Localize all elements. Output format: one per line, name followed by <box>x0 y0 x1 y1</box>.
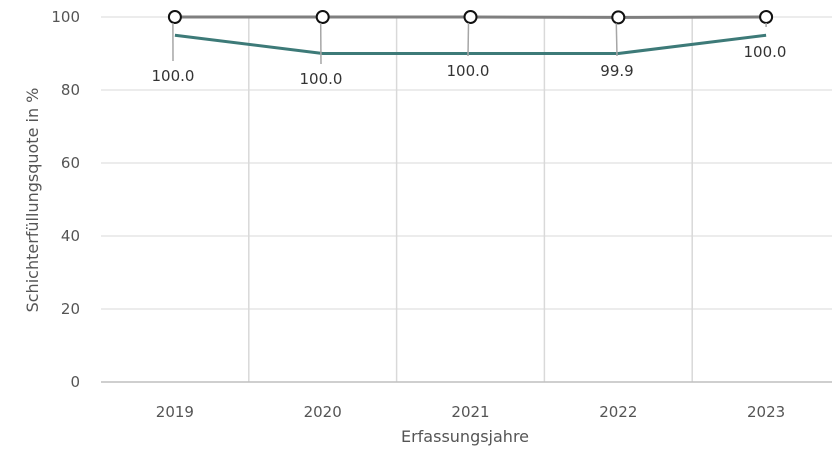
data-label: 100.0 <box>744 43 787 61</box>
y-tick-label: 80 <box>61 81 80 99</box>
data-label: 100.0 <box>447 62 490 80</box>
x-tick-label: 2019 <box>156 403 194 421</box>
data-point <box>611 10 626 25</box>
y-tick-label: 0 <box>70 373 80 391</box>
x-tick-label: 2023 <box>747 403 785 421</box>
y-tick-label: 60 <box>61 154 80 172</box>
data-point <box>315 10 330 24</box>
x-tick-label: 2020 <box>304 403 342 421</box>
data-label: 100.0 <box>300 70 343 88</box>
series-line-2 <box>174 33 767 55</box>
x-axis-title: Erfassungsjahre <box>401 427 529 446</box>
data-point <box>167 10 182 24</box>
data-point <box>759 10 774 24</box>
y-tick-labels: 0 20 40 60 80 100 <box>51 8 80 391</box>
leader-line <box>467 22 470 57</box>
y-tick-label: 100 <box>51 8 80 26</box>
y-tick-label: 40 <box>61 227 80 245</box>
data-label: 100.0 <box>152 67 195 85</box>
y-axis-title: Schichterfüllungsquote in % <box>23 88 42 313</box>
y-tick-label: 20 <box>61 300 80 318</box>
data-point <box>463 10 478 24</box>
x-tick-label: 2022 <box>599 403 637 421</box>
data-labels: 100.0 100.0 100.0 99.9 100.0 <box>152 22 787 88</box>
series-group <box>167 10 774 55</box>
data-label: 99.9 <box>600 62 633 80</box>
leader-line <box>615 23 618 57</box>
x-tick-label: 2021 <box>451 403 489 421</box>
x-tick-labels: 2019 2020 2021 2022 2023 <box>156 403 785 421</box>
